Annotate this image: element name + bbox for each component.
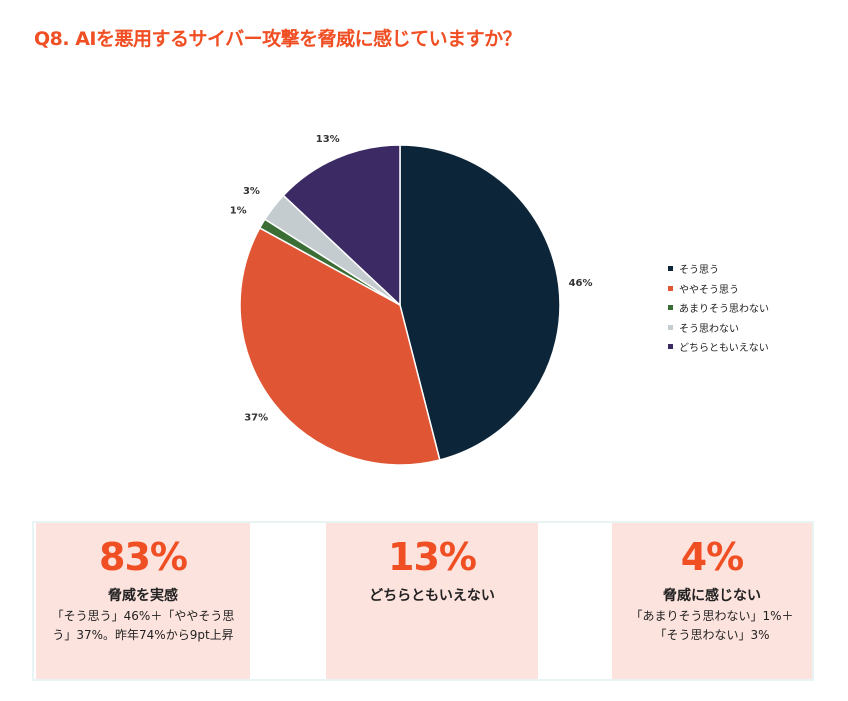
legend-swatch xyxy=(668,305,673,311)
card-neutral: 13% どちらともいえない xyxy=(326,523,538,679)
legend-label: そう思う xyxy=(679,265,719,277)
legend-item: ややそう思う xyxy=(668,279,769,299)
card-note: 「あまりそう思わない」1%＋「そう思わない」3% xyxy=(630,609,794,642)
legend-label: そう思わない xyxy=(679,323,739,335)
legend-item: そう思う xyxy=(668,259,769,279)
card-heading: 脅威に感じない xyxy=(663,588,761,604)
card-value: 13% xyxy=(388,535,477,579)
legend-item: そう思わない xyxy=(668,318,769,338)
card-note: 「そう思う」46%＋「ややそう思う」37%。昨年74%から9pt上昇 xyxy=(51,609,235,642)
legend-swatch xyxy=(668,344,673,350)
legend-label: どちらともいえない xyxy=(679,343,769,355)
card-value: 83% xyxy=(99,535,188,579)
card-heading: 脅威を実感 xyxy=(108,588,178,604)
legend-label: あまりそう思わない xyxy=(679,304,769,316)
slice-label: 1% xyxy=(230,205,247,216)
pie-slice-0 xyxy=(399,144,561,461)
pie-chart: 46% 37% 1% 3% 13% xyxy=(230,134,593,466)
slice-label: 46% xyxy=(569,278,593,289)
slice-label: 37% xyxy=(244,413,268,424)
legend-item: あまりそう思わない xyxy=(668,298,769,318)
legend-label: ややそう思う xyxy=(679,284,739,296)
pie-slice-1 xyxy=(239,226,441,466)
legend: そう思うややそう思うあまりそう思わない そう思わないどちらともいえない xyxy=(668,259,769,357)
card-heading: どちらともいえない xyxy=(369,588,495,604)
card-not-threat: 4% 脅威に感じない 「あまりそう思わない」1%＋「そう思わない」3% xyxy=(612,523,812,679)
page-title: Q8. AIを悪用するサイバー攻撃を脅威に感じていますか？ xyxy=(34,28,522,50)
legend-swatch xyxy=(668,324,673,330)
card-value: 4% xyxy=(680,535,745,579)
slice-label: 13% xyxy=(316,134,340,145)
slice-label: 3% xyxy=(243,186,260,197)
pie-slice-4 xyxy=(282,144,401,307)
legend-swatch xyxy=(668,266,673,272)
summary-cards: 83% 脅威を実感 「そう思う」46%＋「ややそう思う」37%。昨年74%から9… xyxy=(32,521,814,681)
legend-swatch xyxy=(668,285,673,291)
card-aware: 83% 脅威を実感 「そう思う」46%＋「ややそう思う」37%。昨年74%から9… xyxy=(36,523,250,679)
legend-item: どちらともいえない xyxy=(668,337,769,357)
